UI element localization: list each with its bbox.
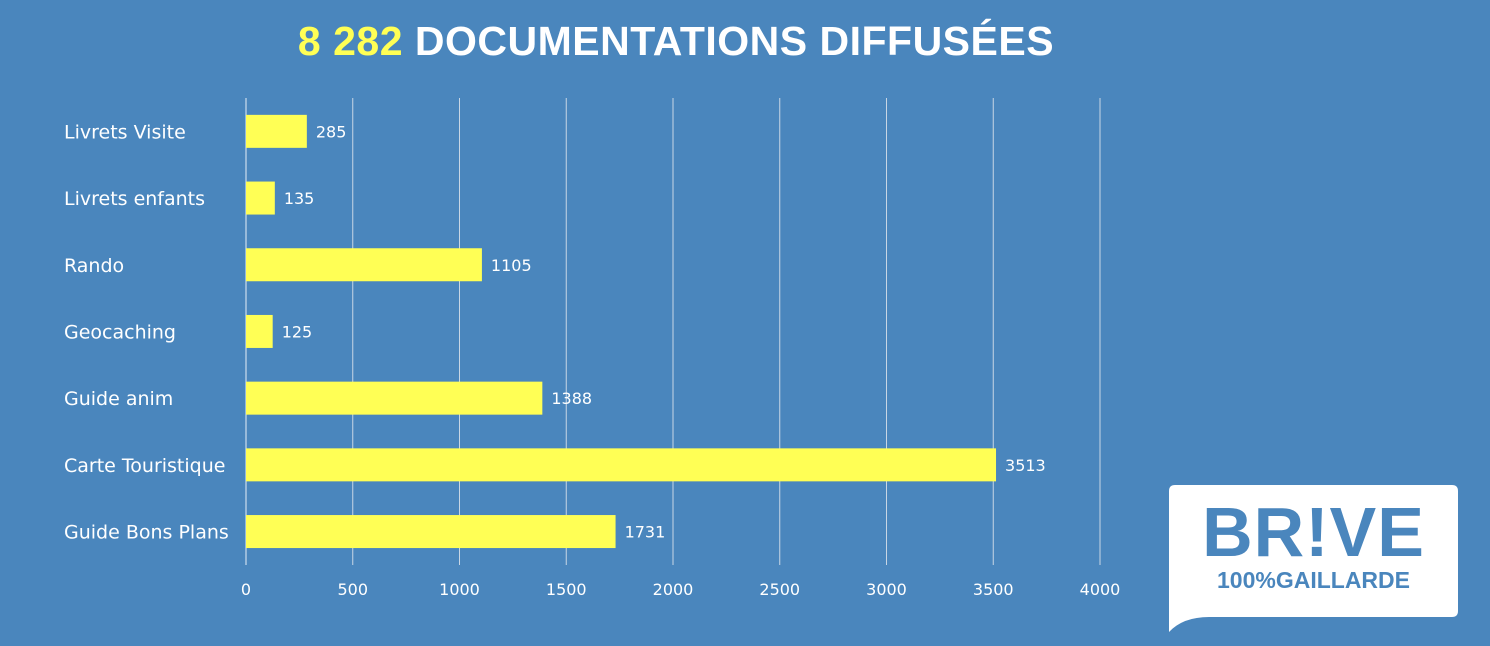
category-label: Rando xyxy=(64,255,124,277)
category-label: Livrets Visite xyxy=(64,121,186,143)
title-text: DOCUMENTATIONS DIFFUSÉES xyxy=(414,18,1055,64)
category-label: Geocaching xyxy=(64,321,176,343)
x-tick-labels: 0 500 1000 1500 2000 2500 3000 3500 4000 xyxy=(241,580,1120,599)
brive-logo: BR!VE 100%GAILLARDE xyxy=(1169,485,1458,632)
logo-wordmark: BR!VE xyxy=(1202,493,1425,571)
x-tick-label: 1500 xyxy=(546,580,587,599)
category-labels: Livrets Visite Livrets enfants Rando Geocac… xyxy=(64,121,229,543)
title-total: 8 282 xyxy=(297,18,404,64)
x-tick-label: 3500 xyxy=(973,580,1014,599)
bar xyxy=(246,114,307,148)
data-label: 3513 xyxy=(1005,456,1046,475)
data-label: 285 xyxy=(316,122,347,141)
x-tick-label: 4000 xyxy=(1080,580,1121,599)
gridlines xyxy=(245,98,1101,565)
data-label: 1105 xyxy=(491,256,532,275)
category-label: Carte Touristique xyxy=(64,455,225,477)
bar xyxy=(246,381,543,415)
x-tick-label: 0 xyxy=(241,580,251,599)
x-tick-label: 2000 xyxy=(653,580,694,599)
x-tick-label: 1000 xyxy=(439,580,480,599)
bar xyxy=(246,248,482,282)
bar xyxy=(246,181,275,215)
chart-title: 8 282 DOCUMENTATIONS DIFFUSÉES xyxy=(0,18,1352,65)
category-label: Guide anim xyxy=(64,388,173,410)
x-tick-label: 3000 xyxy=(866,580,907,599)
bar xyxy=(246,314,273,348)
bar xyxy=(246,515,616,549)
data-label: 125 xyxy=(282,322,313,341)
logo-tagline: 100%GAILLARDE xyxy=(1217,567,1410,593)
x-tick-label: 500 xyxy=(337,580,368,599)
data-label: 1388 xyxy=(551,389,592,408)
bar xyxy=(246,448,997,482)
data-label: 135 xyxy=(284,189,315,208)
data-label: 1731 xyxy=(625,523,666,542)
bar-chart: Livrets Visite Livrets enfants Rando Geocac… xyxy=(64,98,1120,599)
category-label: Livrets enfants xyxy=(64,188,205,210)
category-label: Guide Bons Plans xyxy=(64,522,229,544)
x-tick-label: 2500 xyxy=(759,580,800,599)
bars xyxy=(246,114,997,549)
data-labels: 285 135 1105 125 1388 3513 1731 xyxy=(282,122,1046,541)
